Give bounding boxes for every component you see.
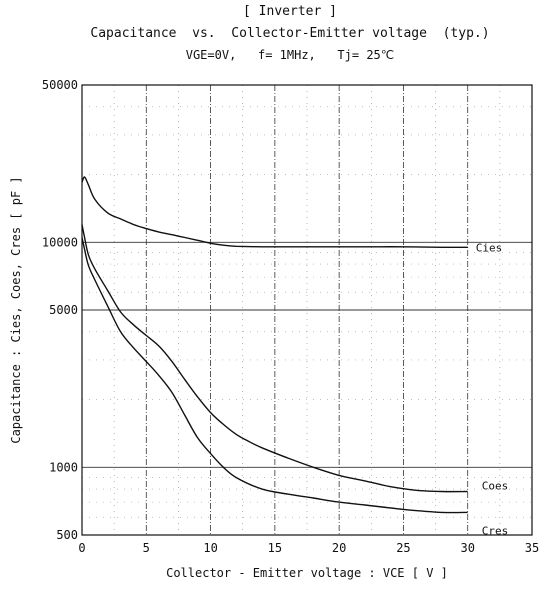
chart-title-line-2: Capacitance vs. Collector-Emitter voltag… bbox=[90, 26, 490, 41]
grid-layer bbox=[82, 85, 532, 535]
x-tick-label: 35 bbox=[525, 541, 539, 555]
series-line-cres bbox=[81, 237, 468, 514]
x-axis-label: Collector - Emitter voltage : VCE [ V ] bbox=[166, 566, 448, 580]
series-label-coes: Coes bbox=[482, 480, 509, 493]
x-tick-label: 10 bbox=[203, 541, 217, 555]
y-tick-label: 1000 bbox=[49, 460, 78, 474]
y-tick-label: 500 bbox=[56, 528, 78, 542]
series-line-coes bbox=[81, 224, 468, 493]
plot-frame bbox=[81, 84, 533, 536]
x-tick-label: 0 bbox=[78, 541, 85, 555]
x-tick-label: 5 bbox=[143, 541, 150, 555]
tick-label-layer: 0 5 10 15 20 25 30 35 500 1000 5000 10000 50000 bbox=[42, 78, 539, 555]
y-tick-label: 50000 bbox=[42, 78, 78, 92]
series-label-cres: Cres bbox=[482, 524, 509, 537]
x-tick-label: 30 bbox=[460, 541, 474, 555]
y-tick-label: 10000 bbox=[42, 235, 78, 249]
y-tick-label: 5000 bbox=[49, 303, 78, 317]
x-tick-label: 25 bbox=[396, 541, 410, 555]
x-tick-label: 20 bbox=[332, 541, 346, 555]
y-axis-label: Capacitance : Cies, Coes, Cres [ pF ] bbox=[9, 176, 23, 443]
x-tick-label: 15 bbox=[268, 541, 282, 555]
series-line-cies bbox=[81, 176, 468, 249]
chart-subtitle-conditions: VGE=0V, f= 1MHz, Tj= 25℃ bbox=[185, 48, 395, 62]
series-layer: Cies Coes Cres bbox=[81, 176, 509, 537]
chart-title-line-1: [ Inverter ] bbox=[243, 4, 337, 19]
series-label-cies: Cies bbox=[476, 241, 503, 254]
